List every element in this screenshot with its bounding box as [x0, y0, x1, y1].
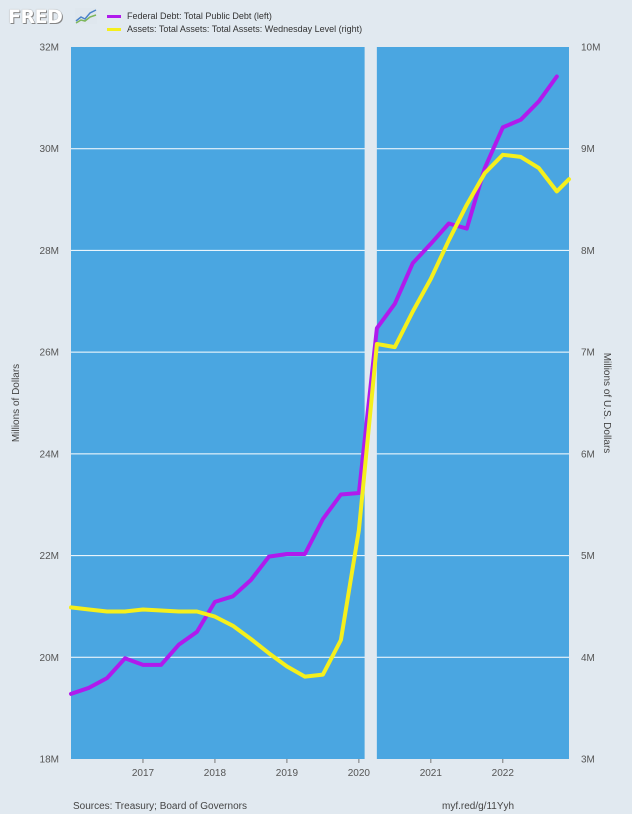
x-tick-label: 2022 [492, 768, 515, 779]
legend-label-federal-debt: Federal Debt: Total Public Debt (left) [127, 11, 272, 21]
legend-item-federal-debt[interactable]: Federal Debt: Total Public Debt (left) [107, 11, 272, 21]
right-tick-label: 10M [581, 43, 600, 54]
left-tick-label: 22M [40, 551, 59, 562]
gridlines [71, 148, 569, 658]
left-axis-ticks: 18M 20M 22M 24M 26M 28M 30M 32M [40, 43, 59, 766]
source-note: Sources: Treasury; Board of Governors [73, 801, 247, 812]
left-tick-label: 30M [40, 144, 59, 155]
right-tick-label: 9M [581, 144, 595, 155]
left-tick-label: 32M [40, 43, 59, 54]
series-layer [69, 74, 571, 696]
series-line-1[interactable] [69, 152, 571, 679]
legend-swatch-total-assets [107, 27, 121, 31]
x-tick-label: 2017 [132, 768, 155, 779]
right-tick-label: 7M [581, 348, 595, 359]
x-tick-label: 2019 [276, 768, 299, 779]
left-tick-label: 28M [40, 246, 59, 257]
x-axis-ticks: 2017 2018 2019 2020 2021 2022 [132, 759, 515, 779]
x-tick-label: 2020 [348, 768, 371, 779]
left-axis-title: Millions of Dollars [11, 364, 22, 442]
legend-item-total-assets[interactable]: Assets: Total Assets: Total Assets: Wedn… [107, 24, 362, 34]
left-tick-label: 26M [40, 348, 59, 359]
right-tick-label: 6M [581, 449, 595, 460]
right-tick-label: 8M [581, 246, 595, 257]
left-tick-label: 20M [40, 653, 59, 664]
plot-area [71, 47, 569, 759]
x-tick-label: 2018 [204, 768, 227, 779]
fred-chart-icon [75, 8, 97, 24]
legend-swatch-federal-debt [107, 14, 121, 18]
right-axis-title: Millions of U.S. Dollars [601, 353, 612, 454]
x-tick-label: 2021 [420, 768, 443, 779]
right-axis-ticks: 3M 4M 5M 6M 7M 8M 9M 10M [581, 43, 600, 766]
right-tick-label: 5M [581, 551, 595, 562]
left-tick-label: 18M [40, 755, 59, 766]
left-tick-label: 24M [40, 449, 59, 460]
fred-logo: FRED [8, 6, 63, 28]
right-tick-label: 3M [581, 755, 595, 766]
legend-label-total-assets: Assets: Total Assets: Total Assets: Wedn… [127, 24, 363, 34]
series-line-0[interactable] [69, 74, 559, 696]
right-tick-label: 4M [581, 653, 595, 664]
short-url[interactable]: myf.red/g/11Yyh [442, 801, 515, 812]
